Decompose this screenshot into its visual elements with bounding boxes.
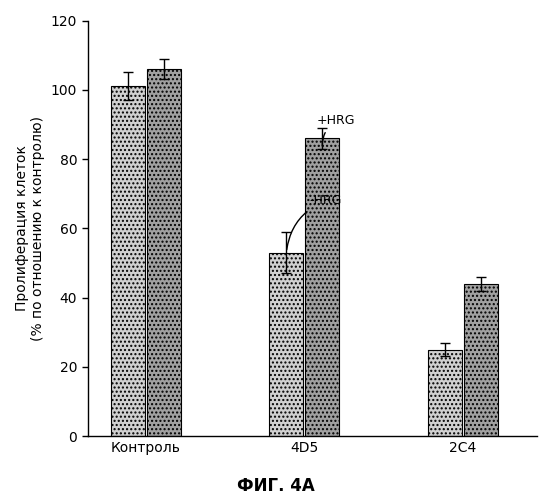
Bar <box>464 284 498 436</box>
Text: ФИГ. 4А: ФИГ. 4А <box>237 477 315 495</box>
Bar <box>305 138 339 436</box>
Bar <box>269 252 303 436</box>
Text: -HRG: -HRG <box>286 194 342 250</box>
Text: +HRG: +HRG <box>317 114 355 146</box>
Bar <box>147 69 181 436</box>
Y-axis label: Пролиферация клеток
(% по отношению к контролю): Пролиферация клеток (% по отношению к ко… <box>15 116 45 341</box>
Bar <box>428 350 462 436</box>
Bar <box>111 86 145 436</box>
